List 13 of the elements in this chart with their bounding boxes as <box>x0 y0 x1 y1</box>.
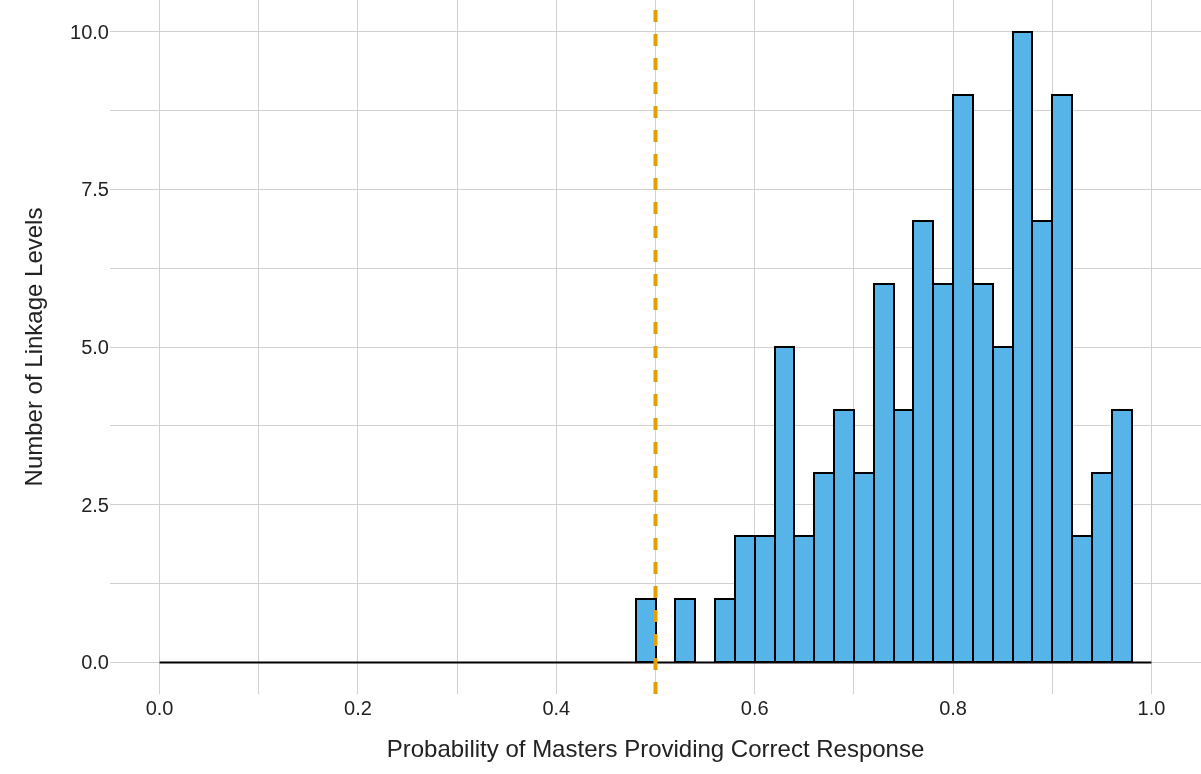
x-tick-label: 0.4 <box>542 697 571 719</box>
x-tick-label: 0.8 <box>939 697 967 719</box>
x-axis-title: Probability of Masters Providing Correct Response <box>386 735 925 763</box>
x-tick-label: 0.6 <box>740 697 769 719</box>
x-tick-label: 0.0 <box>145 697 174 719</box>
y-axis-title: Number of Linkage Levels <box>20 207 48 487</box>
y-tick-label: 2.5 <box>81 493 109 516</box>
y-tick-label: 10.0 <box>70 20 109 43</box>
y-tick-label: 5.0 <box>81 336 109 358</box>
x-tick-label: 1.0 <box>1137 697 1166 719</box>
y-tick-label: 7.5 <box>81 178 109 201</box>
x-tick-label: 0.2 <box>344 697 372 719</box>
y-tick-label: 0.0 <box>81 651 109 674</box>
